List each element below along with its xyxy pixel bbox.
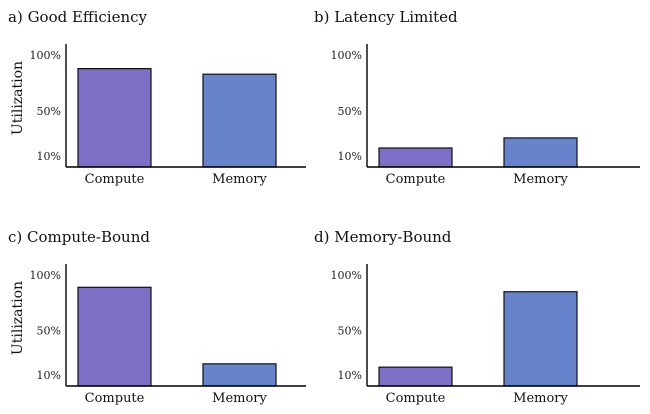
y-tick-label: 100%: [331, 49, 362, 62]
y-tick-label: 100%: [30, 269, 61, 282]
y-tick-label: 100%: [331, 269, 362, 282]
y-axis-label: Utilization: [10, 61, 26, 135]
bar-compute: [378, 366, 453, 387]
x-tick-label: Memory: [212, 391, 267, 406]
y-tick-label: 50%: [338, 325, 362, 338]
x-tick-label: Memory: [513, 172, 568, 187]
x-tick-label: Memory: [212, 172, 267, 187]
chart-panel: c) Compute-Bound Utilization Compute Memory…: [8, 228, 306, 406]
chart-title: c) Compute-Bound: [8, 228, 150, 246]
y-tick-label: 100%: [30, 49, 61, 62]
chart-panel: b) Latency Limited Compute Memory 10% 50% 100…: [314, 8, 640, 187]
x-tick-label: Compute: [85, 391, 145, 406]
y-tick-label: 50%: [338, 105, 362, 118]
y-tick-label: 10%: [338, 150, 362, 163]
bar-memory: [202, 363, 277, 387]
y-tick-label: 50%: [37, 325, 61, 338]
bar-memory: [503, 137, 578, 168]
chart-title: b) Latency Limited: [314, 8, 458, 26]
x-tick-label: Compute: [386, 172, 446, 187]
y-axis-label: Utilization: [10, 281, 26, 355]
chart-title: d) Memory-Bound: [314, 228, 452, 246]
y-tick-label: 10%: [338, 369, 362, 382]
chart-title: a) Good Efficiency: [8, 8, 148, 26]
x-tick-label: Compute: [85, 172, 145, 187]
chart-panel: d) Memory-Bound Compute Memory 10% 50% 100%: [314, 228, 640, 406]
chart-panel: a) Good Efficiency Utilization Compute Memo…: [8, 8, 306, 187]
bar-memory: [202, 73, 277, 168]
y-tick-label: 50%: [37, 105, 61, 118]
bar-compute: [378, 147, 453, 168]
bar-compute: [77, 67, 152, 168]
bar-compute: [77, 286, 152, 387]
y-tick-label: 10%: [37, 150, 61, 163]
x-tick-label: Memory: [513, 391, 568, 406]
bar-memory: [503, 291, 578, 387]
x-tick-label: Compute: [386, 391, 446, 406]
y-tick-label: 10%: [37, 369, 61, 382]
